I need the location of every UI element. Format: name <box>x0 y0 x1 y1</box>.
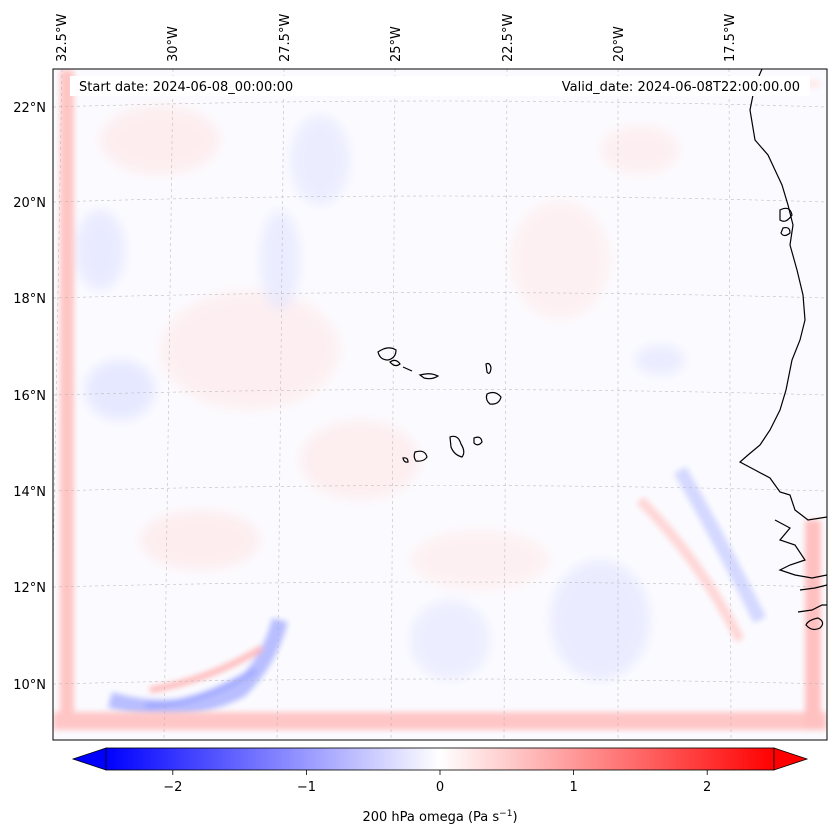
island-sao-nicolau <box>418 373 440 380</box>
map-panel: Start date: 2024-06-08_00:00:00 Valid_da… <box>52 68 828 741</box>
colorbar-units: (Pa s <box>468 810 499 825</box>
colorbar-extend-min <box>71 747 107 771</box>
start-date-label: Start date: 2024-06-08_00:00:00 <box>79 80 293 95</box>
colorbar-tick-label: 2 <box>703 780 711 795</box>
colorbar-ticks: −2 −1 0 1 2 <box>163 770 711 795</box>
colorbar-units-close: ) <box>512 810 517 825</box>
lon-label: 20°W <box>612 26 627 62</box>
colorbar-label: 200 hPa omega (Pa s−1) <box>362 809 517 825</box>
island-sao-vicente <box>389 359 401 367</box>
colorbar-extend-max <box>773 747 809 771</box>
island-boa-vista <box>485 391 502 405</box>
lat-label: 20°N <box>13 196 46 211</box>
lat-label: 14°N <box>13 485 46 500</box>
island-sal <box>485 362 492 374</box>
island-maio <box>473 436 483 446</box>
graticule <box>53 69 827 740</box>
lon-label: 22.5°W <box>501 14 516 62</box>
island-brava <box>402 457 409 463</box>
colorbar-body <box>105 747 775 771</box>
lat-label: 12°N <box>13 581 46 596</box>
island-santo-antao <box>377 347 397 361</box>
lon-label: 27.5°W <box>278 14 293 62</box>
colorbar-variable: 200 hPa omega <box>362 810 463 825</box>
longitude-labels: 32.5°W 30°W 27.5°W 25°W 22.5°W 20°W 17.5… <box>55 14 738 62</box>
map-frame <box>52 68 828 741</box>
lat-label: 18°N <box>13 292 46 307</box>
colorbar: −2 −1 0 1 2 200 hPa omega (Pa s−1) <box>71 747 809 825</box>
island-fogo <box>413 450 428 462</box>
latitude-labels: 22°N 20°N 18°N 16°N 14°N 12°N 10°N <box>13 101 46 693</box>
lat-label: 16°N <box>13 389 46 404</box>
colorbar-tick-label: 1 <box>569 780 577 795</box>
omega-field <box>53 69 827 740</box>
colorbar-tick-label: −1 <box>297 780 316 795</box>
lon-label: 30°W <box>166 26 181 62</box>
coastline <box>377 69 827 631</box>
colorbar-units-exp: −1 <box>499 809 512 819</box>
header-strip <box>70 76 810 96</box>
island-santiago <box>449 435 465 458</box>
lon-label: 25°W <box>389 26 404 62</box>
valid-date-label: Valid_date: 2024-06-08T22:00:00.00 <box>562 80 800 95</box>
lat-label: 22°N <box>13 101 46 116</box>
lon-label: 17.5°W <box>723 14 738 62</box>
colorbar-tick-label: 0 <box>436 780 444 795</box>
africa-coast <box>738 69 827 521</box>
colorbar-tick-label: −2 <box>163 780 182 795</box>
lat-label: 10°N <box>13 678 46 693</box>
lon-label: 32.5°W <box>55 14 70 62</box>
